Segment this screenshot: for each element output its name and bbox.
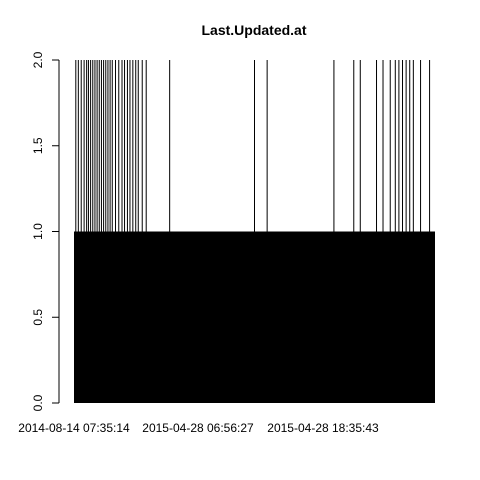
y-tick-label: 1.5 [31, 137, 45, 154]
bar [74, 231, 435, 403]
plot-area [74, 60, 435, 403]
x-tick-label: 2014-08-14 07:35:14 [18, 421, 130, 435]
y-ticks: 0.0 0.5 1.0 1.5 2.0 [31, 51, 59, 411]
y-tick-label: 1.0 [31, 223, 45, 240]
y-tick-label: 2.0 [31, 51, 45, 68]
y-axis: 0.0 0.5 1.0 1.5 2.0 [31, 51, 60, 411]
x-tick-labels: 2014-08-14 07:35:14 2015-04-28 06:56:27 … [18, 421, 379, 435]
chart-title: Last.Updated.at [201, 22, 306, 38]
x-tick-label: 2015-04-28 18:35:43 [267, 421, 379, 435]
x-tick-label: 2015-04-28 06:56:27 [142, 421, 254, 435]
y-tick-label: 0.0 [31, 394, 45, 411]
y-tick-label: 0.5 [31, 309, 45, 326]
